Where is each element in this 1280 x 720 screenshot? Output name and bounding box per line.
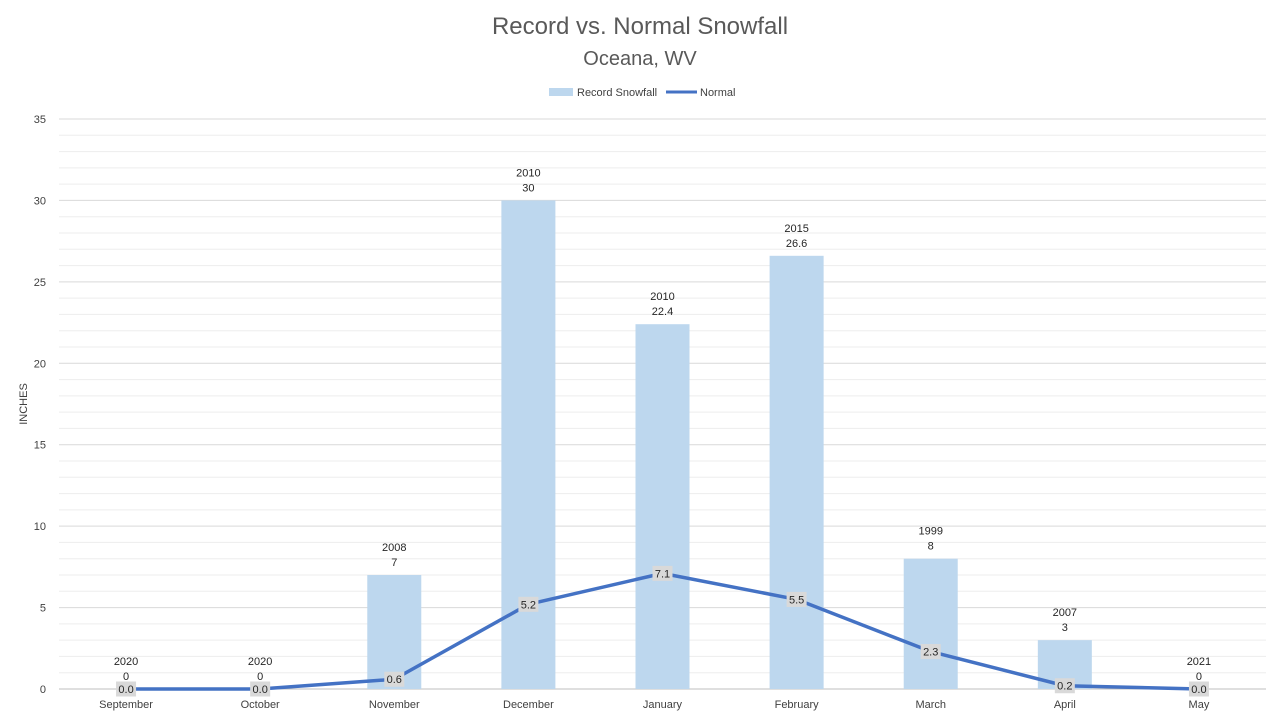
record-value-label: 0 [1196, 671, 1202, 683]
chart-title: Record vs. Normal Snowfall [492, 13, 788, 40]
record-year-label: 2021 [1187, 656, 1211, 668]
normal-value-label: 0.0 [118, 684, 133, 696]
record-year-label: 2008 [382, 542, 406, 554]
y-tick-label: 5 [40, 603, 46, 615]
normal-value-label: 0.2 [1057, 681, 1072, 693]
normal-label-box [384, 671, 405, 687]
x-tick-label: March [915, 699, 946, 711]
record-bar [769, 255, 824, 690]
normal-label-box [1054, 678, 1075, 694]
record-bar [903, 558, 958, 689]
chart-subtitle: Oceana, WV [583, 48, 697, 70]
x-axis: September October November December January F… [99, 699, 1210, 711]
normal-label-box [786, 591, 807, 607]
x-tick-label: September [99, 699, 153, 711]
legend: Record Snowfall Normal [549, 87, 735, 99]
record-value-label: 22.4 [652, 306, 673, 318]
record-value-label: 8 [928, 541, 934, 553]
record-bars [367, 200, 1092, 690]
normal-value-label: 0.0 [253, 684, 268, 696]
record-value-label: 26.6 [786, 238, 807, 250]
legend-label-record: Record Snowfall [577, 87, 657, 99]
record-value-label: 30 [522, 182, 534, 194]
y-axis: 0 5 10 15 20 25 30 35 [34, 114, 46, 696]
x-tick-label: December [503, 699, 554, 711]
normal-value-label: 5.2 [521, 599, 536, 611]
legend-swatch-record [549, 88, 573, 96]
y-tick-label: 0 [40, 684, 46, 696]
y-tick-label: 20 [34, 358, 46, 370]
normal-label-box [518, 596, 539, 612]
normal-value-label: 2.3 [923, 647, 938, 659]
y-tick-label: 10 [34, 521, 46, 533]
x-tick-label: May [1189, 699, 1210, 711]
x-tick-label: January [643, 699, 683, 711]
normal-value-label: 7.1 [655, 568, 670, 580]
normal-value-label: 0.0 [1191, 684, 1206, 696]
normal-label-box [652, 565, 673, 581]
normal-label-box [920, 644, 941, 660]
y-tick-label: 25 [34, 277, 46, 289]
x-tick-label: October [241, 699, 280, 711]
normal-label-box [116, 681, 137, 697]
legend-label-normal: Normal [700, 87, 735, 99]
record-year-label: 2010 [650, 291, 674, 303]
record-year-label: 2007 [1053, 607, 1077, 619]
record-year-label: 2010 [516, 167, 540, 179]
normal-label-box [1188, 681, 1209, 697]
record-bar [635, 324, 690, 689]
normal-value-label: 5.5 [789, 594, 804, 606]
x-tick-label: April [1054, 699, 1076, 711]
y-tick-label: 35 [34, 114, 46, 126]
y-tick-label: 30 [34, 195, 46, 207]
data-labels: 202002020020087201030201022.4201526.6199… [114, 167, 1211, 697]
record-year-label: 2020 [114, 656, 138, 668]
record-year-label: 1999 [918, 526, 942, 538]
y-tick-label: 15 [34, 440, 46, 452]
record-year-label: 2020 [248, 656, 272, 668]
y-axis-label: INCHES [18, 383, 30, 425]
record-value-label: 7 [391, 557, 397, 569]
x-tick-label: February [775, 699, 820, 711]
record-value-label: 0 [123, 671, 129, 683]
normal-value-label: 0.6 [387, 674, 402, 686]
record-year-label: 2015 [784, 223, 808, 235]
record-value-label: 0 [257, 671, 263, 683]
record-value-label: 3 [1062, 622, 1068, 634]
normal-label-box [250, 681, 271, 697]
x-tick-label: November [369, 699, 420, 711]
